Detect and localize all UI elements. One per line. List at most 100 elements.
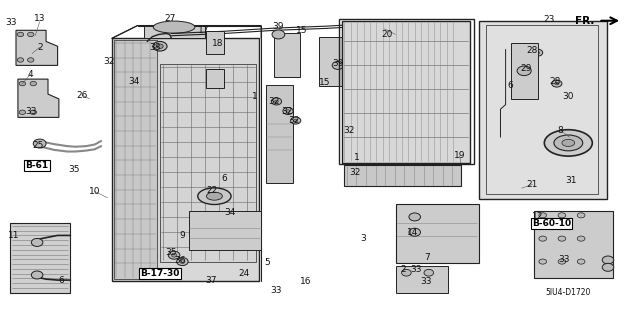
Polygon shape bbox=[266, 85, 293, 183]
Ellipse shape bbox=[577, 236, 585, 241]
Text: 16: 16 bbox=[300, 277, 312, 286]
Text: B-17-30: B-17-30 bbox=[140, 269, 180, 278]
Text: 7: 7 bbox=[425, 253, 430, 262]
Ellipse shape bbox=[424, 269, 434, 276]
Text: 1: 1 bbox=[252, 92, 257, 101]
Ellipse shape bbox=[294, 119, 298, 122]
Text: 18: 18 bbox=[212, 39, 223, 48]
Polygon shape bbox=[344, 165, 461, 186]
Ellipse shape bbox=[168, 251, 180, 259]
Text: B-60-10: B-60-10 bbox=[532, 219, 572, 228]
Text: 9: 9 bbox=[180, 231, 185, 240]
Text: 26: 26 bbox=[76, 91, 88, 100]
Ellipse shape bbox=[539, 213, 547, 218]
Ellipse shape bbox=[539, 259, 547, 264]
Ellipse shape bbox=[157, 44, 163, 48]
Text: 11: 11 bbox=[8, 231, 20, 240]
Text: 5IU4-D1720: 5IU4-D1720 bbox=[546, 288, 591, 297]
Ellipse shape bbox=[19, 81, 26, 86]
Ellipse shape bbox=[172, 253, 177, 257]
Polygon shape bbox=[114, 40, 157, 279]
Text: 37: 37 bbox=[205, 276, 217, 285]
Polygon shape bbox=[511, 43, 538, 99]
Text: 35: 35 bbox=[68, 165, 79, 174]
Text: 4: 4 bbox=[28, 70, 33, 78]
Text: 32: 32 bbox=[343, 126, 355, 135]
Ellipse shape bbox=[545, 130, 593, 156]
Ellipse shape bbox=[206, 192, 223, 200]
Ellipse shape bbox=[562, 139, 575, 146]
Text: 6: 6 bbox=[508, 81, 513, 90]
Text: 28: 28 bbox=[527, 46, 538, 55]
Ellipse shape bbox=[198, 188, 231, 204]
Ellipse shape bbox=[577, 213, 585, 218]
Polygon shape bbox=[112, 38, 259, 281]
Ellipse shape bbox=[558, 213, 566, 218]
Ellipse shape bbox=[17, 32, 24, 37]
Ellipse shape bbox=[31, 239, 43, 247]
Ellipse shape bbox=[286, 110, 290, 112]
Polygon shape bbox=[189, 211, 261, 250]
Ellipse shape bbox=[291, 117, 301, 124]
Ellipse shape bbox=[332, 61, 344, 70]
Polygon shape bbox=[396, 266, 448, 293]
Ellipse shape bbox=[558, 259, 566, 264]
Polygon shape bbox=[206, 31, 224, 54]
Ellipse shape bbox=[28, 32, 34, 37]
Ellipse shape bbox=[275, 100, 278, 103]
Ellipse shape bbox=[154, 21, 195, 33]
Bar bbox=[339, 19, 474, 164]
Polygon shape bbox=[10, 223, 70, 293]
Ellipse shape bbox=[532, 49, 543, 56]
Text: 33: 33 bbox=[559, 256, 570, 264]
Polygon shape bbox=[396, 204, 479, 263]
Text: 30: 30 bbox=[563, 92, 574, 101]
Text: 32: 32 bbox=[289, 116, 300, 125]
Ellipse shape bbox=[351, 127, 361, 134]
Text: 32: 32 bbox=[281, 107, 292, 115]
Ellipse shape bbox=[409, 213, 420, 221]
Ellipse shape bbox=[555, 82, 559, 85]
Text: 17: 17 bbox=[198, 26, 209, 35]
Text: 32: 32 bbox=[349, 168, 361, 177]
Ellipse shape bbox=[30, 110, 36, 115]
Ellipse shape bbox=[539, 236, 547, 241]
Ellipse shape bbox=[272, 30, 285, 39]
Text: 32: 32 bbox=[103, 57, 115, 66]
Polygon shape bbox=[319, 37, 347, 86]
Ellipse shape bbox=[180, 260, 185, 263]
Ellipse shape bbox=[602, 256, 614, 264]
Text: 31: 31 bbox=[565, 176, 577, 185]
Polygon shape bbox=[206, 69, 224, 88]
Text: 2: 2 bbox=[401, 265, 406, 274]
Polygon shape bbox=[274, 33, 300, 77]
Polygon shape bbox=[144, 26, 205, 38]
Text: 13: 13 bbox=[34, 14, 45, 23]
Ellipse shape bbox=[31, 271, 43, 279]
Ellipse shape bbox=[346, 169, 356, 176]
Text: 25: 25 bbox=[33, 141, 44, 150]
Ellipse shape bbox=[536, 51, 540, 54]
Text: 33: 33 bbox=[271, 286, 282, 295]
Polygon shape bbox=[534, 211, 613, 278]
Text: 28: 28 bbox=[550, 77, 561, 86]
Ellipse shape bbox=[354, 129, 358, 131]
Ellipse shape bbox=[558, 236, 566, 241]
Text: 24: 24 bbox=[239, 269, 250, 278]
Text: 12: 12 bbox=[532, 212, 543, 221]
Text: 2: 2 bbox=[37, 43, 42, 52]
Text: 35: 35 bbox=[166, 248, 177, 257]
Ellipse shape bbox=[177, 258, 188, 265]
Ellipse shape bbox=[19, 110, 26, 115]
Text: 15: 15 bbox=[319, 78, 331, 87]
Text: 5: 5 bbox=[265, 258, 270, 267]
Text: 33: 33 bbox=[420, 277, 431, 286]
Text: 32: 32 bbox=[268, 97, 280, 106]
Ellipse shape bbox=[33, 139, 46, 148]
Ellipse shape bbox=[577, 259, 585, 264]
Ellipse shape bbox=[402, 269, 412, 276]
Text: 29: 29 bbox=[520, 64, 532, 73]
Text: 33: 33 bbox=[410, 265, 422, 274]
Text: 27: 27 bbox=[164, 14, 175, 23]
Polygon shape bbox=[18, 79, 59, 117]
